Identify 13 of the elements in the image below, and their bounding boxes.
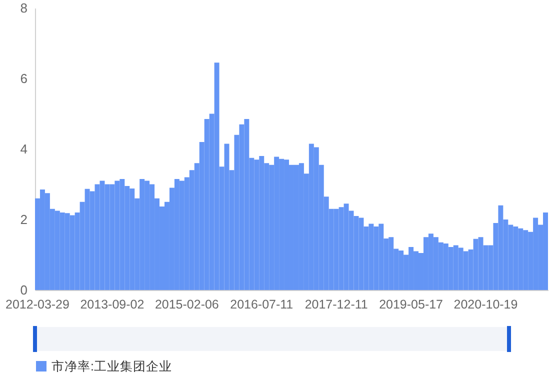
y-tick-label: 8	[20, 0, 28, 16]
y-tick-label: 6	[20, 71, 28, 86]
legend-label: 市净率:工业集团企业	[52, 358, 172, 374]
y-tick-label: 4	[20, 142, 28, 156]
x-tick-label: 2013-09-02	[80, 298, 144, 312]
x-tick-label: 2012-03-29	[6, 298, 70, 312]
x-tick-label: 2016-07-11	[230, 298, 294, 312]
x-tick-label: 2015-02-06	[154, 298, 219, 312]
y-tick-label: 0	[20, 282, 28, 298]
x-tick-label: 2019-05-17	[379, 298, 444, 312]
x-tick-label: 2017-12-11	[304, 298, 368, 312]
x-tick-label: 2020-10-19	[454, 298, 518, 312]
y-tick-label: 2	[20, 212, 28, 227]
